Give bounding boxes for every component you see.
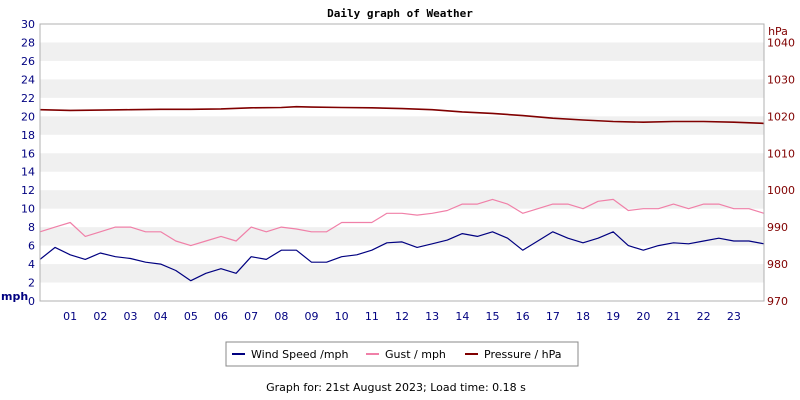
right-tick-label: 1020 (767, 110, 795, 123)
left-tick-label: 20 (21, 110, 35, 123)
x-tick-label: 20 (636, 310, 650, 323)
left-tick-label: 24 (21, 73, 35, 86)
left-tick-label: 0 (28, 295, 35, 308)
right-tick-label: 980 (767, 258, 788, 271)
right-tick-label: 990 (767, 221, 788, 234)
plot-lines (39, 105, 765, 282)
right-tick-label: 970 (767, 295, 788, 308)
x-tick-label: 22 (697, 310, 711, 323)
legend-label-wind: Wind Speed /mph (251, 348, 349, 361)
right-axis-label: hPa (768, 25, 788, 38)
left-tick-label: 6 (28, 240, 35, 253)
x-tick-label: 21 (667, 310, 681, 323)
grid-band (40, 227, 764, 246)
left-tick-label: 28 (21, 36, 35, 49)
x-tick-label: 09 (305, 310, 319, 323)
left-tick-label: 12 (21, 184, 35, 197)
grid-band (40, 264, 764, 283)
x-tick-label: 18 (576, 310, 590, 323)
left-tick-label: 2 (28, 277, 35, 290)
footer-text: Graph for: 21st August 2023; Load time: … (266, 381, 526, 394)
plot-frame (39, 23, 765, 302)
legend-label-gust: Gust / mph (385, 348, 446, 361)
x-tick-label: 02 (93, 310, 107, 323)
grid-band (40, 190, 764, 209)
left-tick-label: 16 (21, 147, 35, 160)
left-tick-label: 10 (21, 203, 35, 216)
left-tick-label: 4 (28, 258, 35, 271)
x-tick-label: 13 (425, 310, 439, 323)
left-tick-label: 22 (21, 92, 35, 105)
grid-bands (40, 42, 764, 283)
x-tick-label: 06 (214, 310, 228, 323)
right-tick-label: 1040 (767, 36, 795, 49)
x-tick-label: 11 (365, 310, 379, 323)
x-tick-label: 16 (516, 310, 530, 323)
grid-band (40, 79, 764, 98)
legend: Wind Speed /mph Gust / mph Pressure / hP… (225, 341, 579, 367)
right-tick-label: 1030 (767, 73, 795, 86)
x-tick-label: 17 (546, 310, 560, 323)
x-tick-label: 01 (63, 310, 77, 323)
series-line-gust (39, 198, 765, 247)
legend-label-pressure: Pressure / hPa (484, 348, 562, 361)
right-tick-label: 1000 (767, 184, 795, 197)
x-tick-label: 12 (395, 310, 409, 323)
x-tick-label: 07 (244, 310, 258, 323)
right-tick-label: 1010 (767, 147, 795, 160)
legend-box (225, 341, 579, 367)
x-axis-ticks: 01 02 03 04 05 06 07 08 09 10 11 12 13 14 15 16 17 18 19 20… (63, 310, 741, 323)
x-tick-label: 03 (124, 310, 138, 323)
x-tick-label: 14 (455, 310, 469, 323)
left-tick-label: 8 (28, 221, 35, 234)
x-tick-label: 23 (727, 310, 741, 323)
left-tick-label: 18 (21, 129, 35, 142)
right-axis-ticks: 970 980 990 1000 1010 1020 1030 1040 (767, 36, 795, 308)
left-tick-label: 14 (21, 166, 35, 179)
x-tick-label: 04 (154, 310, 168, 323)
series-line-wind (39, 231, 765, 282)
x-tick-label: 10 (335, 310, 349, 323)
x-tick-label: 08 (274, 310, 288, 323)
grid-band (40, 153, 764, 172)
x-tick-label: 19 (606, 310, 620, 323)
series-line-pressure (39, 105, 765, 125)
left-axis-label: mph (1, 290, 28, 303)
x-tick-label: 05 (184, 310, 198, 323)
left-tick-label: 26 (21, 55, 35, 68)
x-tick-label: 15 (486, 310, 500, 323)
left-tick-label: 30 (21, 18, 35, 31)
chart-title: Daily graph of Weather (327, 7, 473, 20)
grid-band (40, 42, 764, 61)
grid-band (40, 116, 764, 135)
